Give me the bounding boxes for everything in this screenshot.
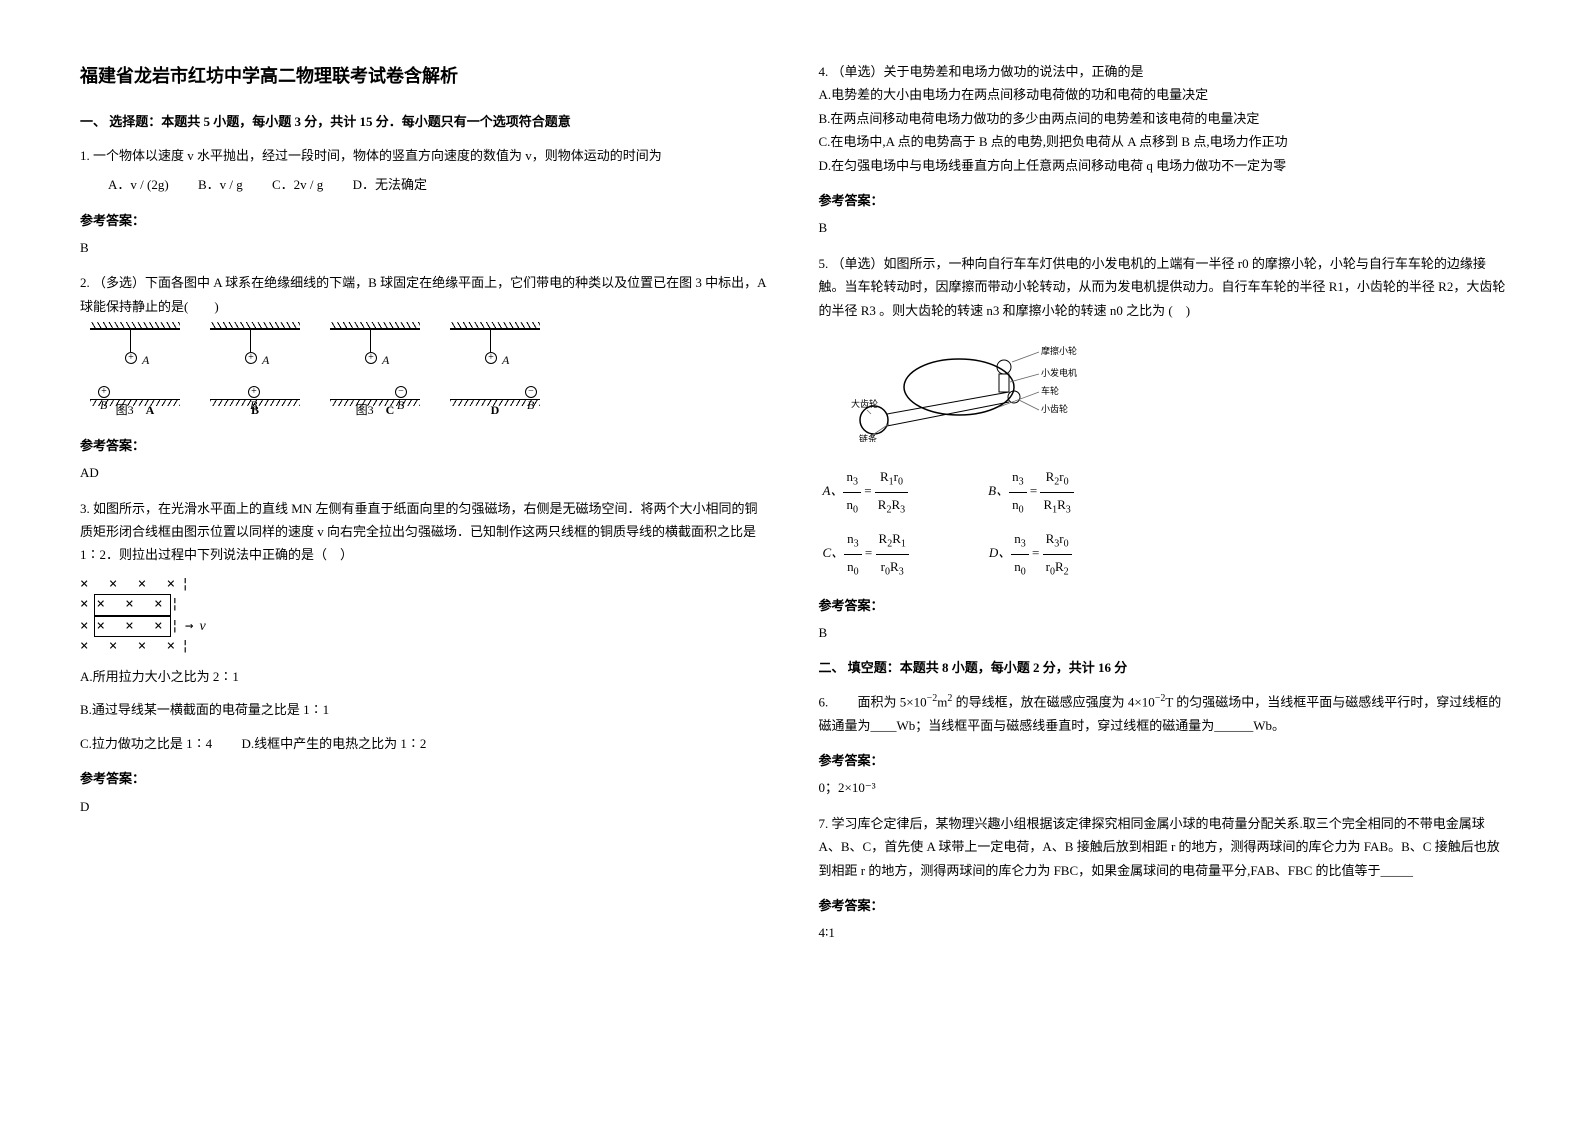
document-title: 福建省龙岩市红坊中学高二物理联考试卷含解析 [80,60,769,92]
q5-opt-b: B、n3n0 = R2r0R1R3 [988,465,1074,519]
q1-opt-d: D．无法确定 [353,177,427,192]
ball-a-plus: + [485,352,497,364]
q5-answer-label: 参考答案： [819,594,1508,617]
q3-opt-b: B.通过导线某一横截面的电荷量之比是 1∶1 [80,698,769,721]
label-wheel: 车轮 [1041,385,1059,396]
q1-opt-c: C．2v / g [272,177,323,192]
q3-figure: × × × ×¦ × × × ×¦ × × × ×¦→v × × × ×¦ [80,575,769,657]
q4-answer-label: 参考答案： [819,189,1508,212]
q5-answer: B [819,621,1508,644]
q2-figure: + A + B 图3 A + A + B [80,328,769,422]
ball-a-plus: + [125,352,137,364]
section2-header: 二、 填空题：本题共 8 小题，每小题 2 分，共计 16 分 [819,656,1508,679]
q7-text: 7. 学习库仑定律后，某物理兴趣小组根据该定律探究相同金属小球的电荷量分配关系.… [819,812,1508,882]
label-big-gear: 大齿轮 [851,398,878,409]
q1-opt-b: B．v / g [198,177,243,192]
q2-text: 2. （多选）下面各图中 A 球系在绝缘细线的下端，B 球固定在绝缘平面上，它们… [80,271,769,318]
question-2: 2. （多选）下面各图中 A 球系在绝缘细线的下端，B 球固定在绝缘平面上，它们… [80,271,769,421]
question-6: 6. 面积为 5×10−2m2 的导线框，放在磁感应强度为 4×10−2T 的匀… [819,690,1508,737]
q5-formulas-row1: A、n3n0 = R1r0R2R3 B、n3n0 = R2r0R1R3 [819,465,1508,519]
q5-opt-c: C、n3n0 = R2R1r0R3 [823,527,909,581]
q4-opt-c: C.在电场中,A 点的电势高于 B 点的电势,则把负电荷从 A 点移到 B 点,… [819,130,1508,153]
q1-opt-a: A．v / (2g) [108,177,169,192]
q4-opt-d: D.在匀强电场中与电场线垂直方向上任意两点间移动电荷 q 电场力做功不一定为零 [819,154,1508,177]
q5-opt-d: D、n3n0 = R3r0r0R2 [989,527,1072,581]
question-7: 7. 学习库仑定律后，某物理兴趣小组根据该定律探究相同金属小球的电荷量分配关系.… [819,812,1508,882]
q5-figure: 摩擦小轮 小发电机 车轮 小齿轮 大齿轮 链条 [849,332,1508,449]
q2-answer-label: 参考答案： [80,434,769,457]
q2-answer: AD [80,461,769,484]
q4-opt-a: A.电势差的大小由电场力在两点间移动电荷做的功和电荷的电量决定 [819,83,1508,106]
section1-header: 一、 选择题：本题共 5 小题，每小题 3 分，共计 15 分．每小题只有一个选… [80,110,769,133]
q3-text: 3. 如图所示，在光滑水平面上的直线 MN 左侧有垂直于纸面向里的匀强磁场，右侧… [80,497,769,567]
q6-answer-label: 参考答案： [819,749,1508,772]
right-column: 4. （单选）关于电势差和电场力做功的说法中，正确的是 A.电势差的大小由电场力… [819,60,1508,957]
left-column: 福建省龙岩市红坊中学高二物理联考试卷含解析 一、 选择题：本题共 5 小题，每小… [80,60,769,957]
q3-opt-d: D.线框中产生的电热之比为 1∶2 [241,736,426,751]
q1-answer-label: 参考答案： [80,209,769,232]
label-chain: 链条 [859,433,877,442]
q1-options: A．v / (2g) B．v / g C．2v / g D．无法确定 [80,173,769,196]
q7-answer: 4∶1 [819,921,1508,944]
label-friction-wheel: 摩擦小轮 [1041,345,1077,356]
q3-answer-label: 参考答案： [80,767,769,790]
label-small-gear: 小齿轮 [1041,403,1068,414]
question-5: 5. （单选）如图所示，一种向自行车车灯供电的小发电机的上端有一半径 r0 的摩… [819,252,1508,582]
q4-opt-b: B.在两点间移动电荷电场力做功的多少由两点间的电势差和该电荷的电量决定 [819,107,1508,130]
q4-text: 4. （单选）关于电势差和电场力做功的说法中，正确的是 [819,60,1508,83]
q5-formulas-row2: C、n3n0 = R2R1r0R3 D、n3n0 = R3r0r0R2 [819,527,1508,581]
q5-text: 5. （单选）如图所示，一种向自行车车灯供电的小发电机的上端有一半径 r0 的摩… [819,252,1508,322]
q6-answer: 0；2×10⁻³ [819,776,1508,799]
q4-answer: B [819,216,1508,239]
label-generator: 小发电机 [1041,367,1077,378]
question-4: 4. （单选）关于电势差和电场力做功的说法中，正确的是 A.电势差的大小由电场力… [819,60,1508,177]
ball-a-plus: + [365,352,377,364]
q3-answer: D [80,795,769,818]
q7-answer-label: 参考答案： [819,894,1508,917]
q1-answer: B [80,236,769,259]
q3-opt-a: A.所用拉力大小之比为 2∶1 [80,665,769,688]
question-3: 3. 如图所示，在光滑水平面上的直线 MN 左侧有垂直于纸面向里的匀强磁场，右侧… [80,497,769,756]
ball-a-plus: + [245,352,257,364]
q5-opt-a: A、n3n0 = R1r0R2R3 [823,465,909,519]
q3-opt-c: C.拉力做功之比是 1∶4 [80,736,212,751]
q1-text: 1. 一个物体以速度 v 水平抛出，经过一段时间，物体的竖直方向速度的数值为 v… [80,144,769,167]
question-1: 1. 一个物体以速度 v 水平抛出，经过一段时间，物体的竖直方向速度的数值为 v… [80,144,769,197]
